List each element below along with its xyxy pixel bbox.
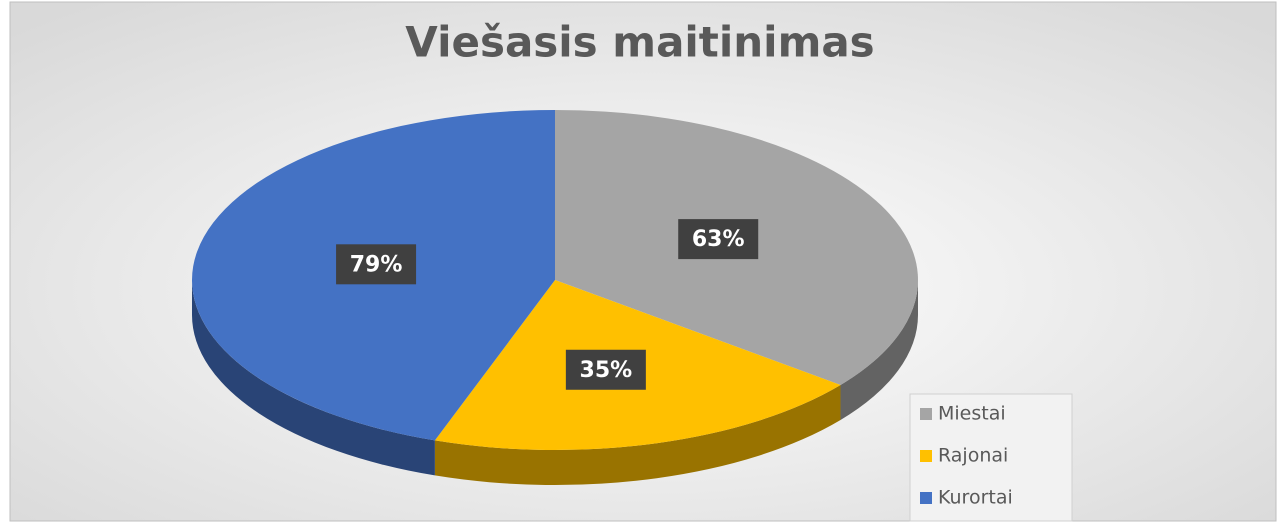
chart-title: Viešasis maitinimas (405, 18, 874, 67)
legend-label: Kurortai (938, 487, 1013, 509)
pie-slice-side (434, 384, 841, 485)
pie-slice-side (840, 280, 918, 420)
legend-label: Rajonai (938, 445, 1008, 467)
legend-label: Miestai (938, 403, 1006, 425)
legend (909, 393, 1073, 522)
data-label-box (336, 244, 417, 285)
data-label: 79% (350, 252, 403, 277)
legend-marker (920, 450, 932, 462)
legend-marker (920, 408, 932, 420)
pie-slice-side (192, 280, 435, 476)
data-label: 35% (580, 358, 633, 383)
data-label-box (565, 349, 646, 390)
legend-marker (920, 492, 932, 504)
data-label: 63% (692, 227, 745, 252)
data-label-box (678, 219, 759, 260)
